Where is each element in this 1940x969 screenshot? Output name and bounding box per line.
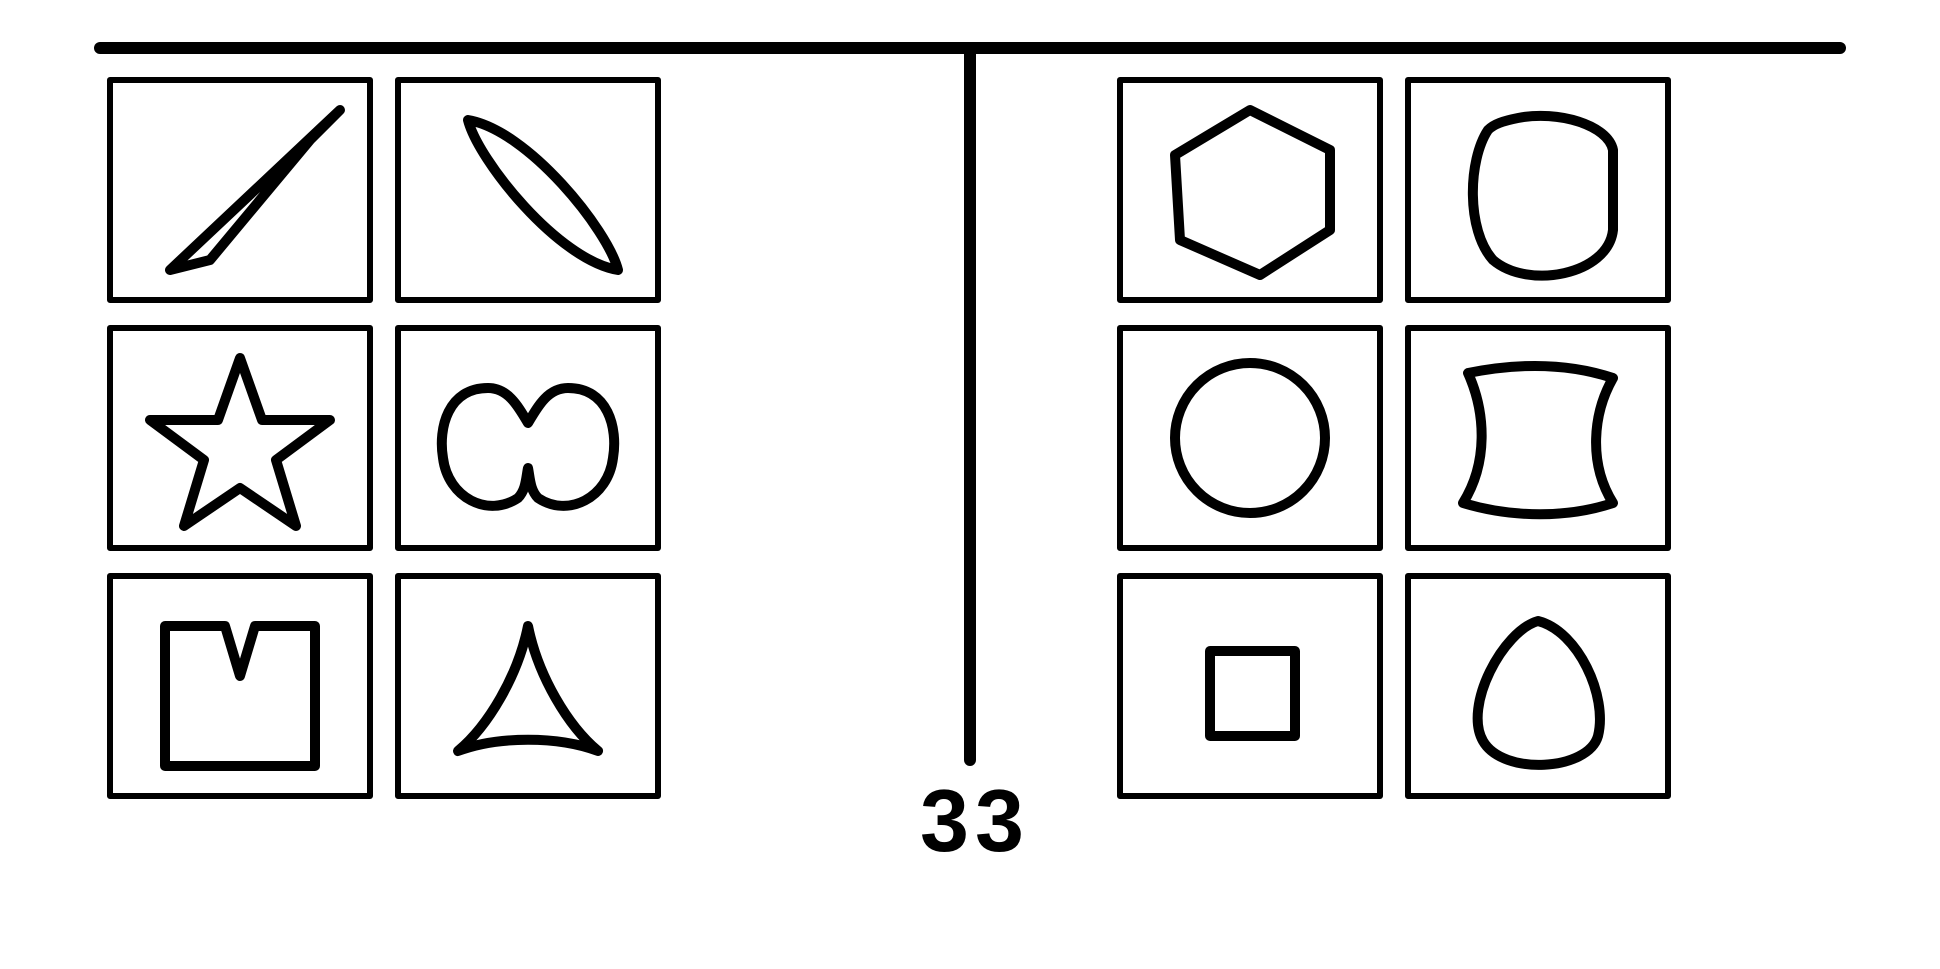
panel-number: 33	[920, 770, 1030, 872]
bongard-panel: 33	[0, 0, 1940, 969]
